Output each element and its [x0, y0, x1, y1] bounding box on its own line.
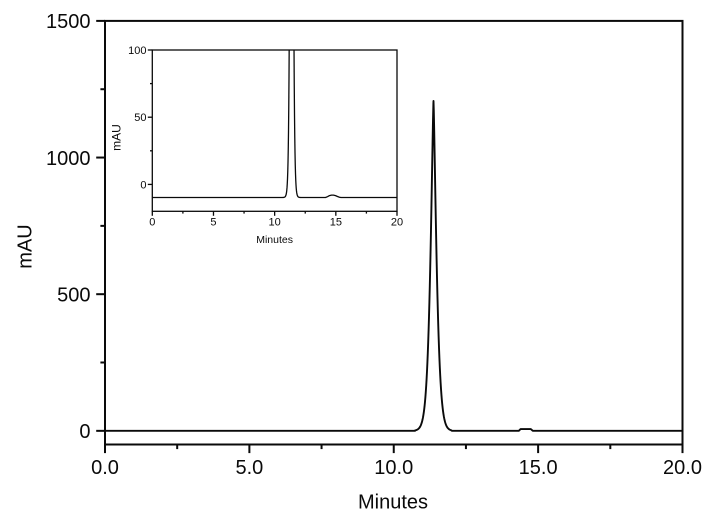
svg-text:5.0: 5.0	[235, 457, 263, 479]
svg-text:mAU: mAU	[15, 224, 37, 268]
svg-text:1000: 1000	[46, 148, 91, 170]
svg-text:Minutes: Minutes	[358, 492, 428, 514]
svg-text:mAU: mAU	[110, 124, 124, 151]
svg-text:50: 50	[134, 112, 146, 124]
svg-text:15.0: 15.0	[519, 457, 558, 479]
svg-text:0: 0	[79, 421, 90, 443]
svg-text:20: 20	[391, 217, 403, 229]
svg-text:100: 100	[128, 45, 146, 57]
svg-text:500: 500	[57, 284, 90, 306]
svg-text:20.0: 20.0	[663, 457, 702, 479]
svg-text:0.0: 0.0	[91, 457, 119, 479]
svg-text:10: 10	[269, 217, 281, 229]
svg-text:5: 5	[210, 217, 216, 229]
svg-text:0: 0	[149, 217, 155, 229]
svg-text:0: 0	[140, 179, 146, 191]
svg-text:1500: 1500	[46, 11, 91, 33]
svg-text:15: 15	[330, 217, 342, 229]
svg-text:Minutes: Minutes	[256, 234, 293, 246]
svg-text:10.0: 10.0	[374, 457, 413, 479]
